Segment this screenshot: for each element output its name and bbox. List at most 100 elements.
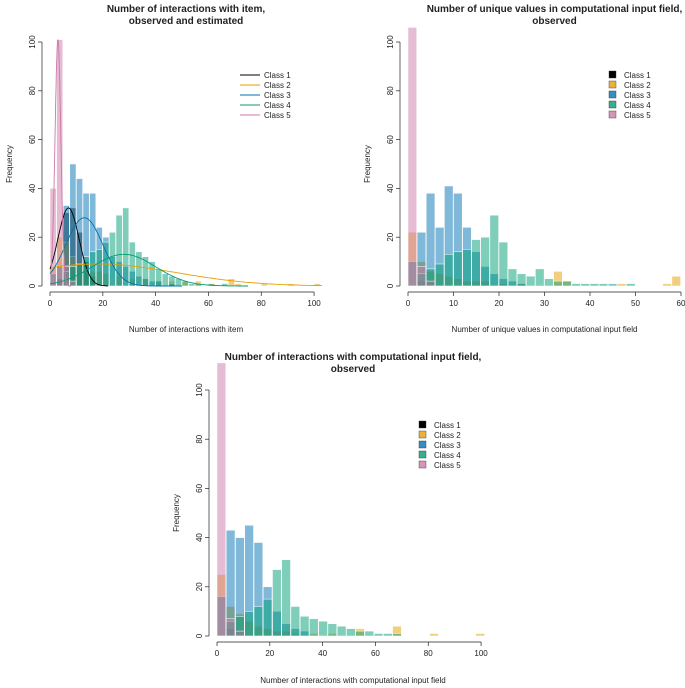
- bar-class-4: [453, 251, 463, 287]
- bar-class-4: [498, 241, 508, 287]
- chart-1: Number of interactions with item,observe…: [5, 4, 322, 334]
- density-curve-class-1: [49, 207, 109, 287]
- y-axis-label: Frequency: [172, 494, 181, 532]
- density-curve-class-4: [49, 253, 249, 287]
- bar-class-4: [318, 620, 328, 637]
- y-tick-label: 40: [195, 533, 204, 542]
- legend-entry: Class 5: [434, 461, 461, 470]
- chart-title-line: Number of unique values in computational…: [427, 4, 683, 15]
- y-tick-label: 20: [386, 232, 395, 241]
- y-axis-label: Frequency: [363, 145, 372, 183]
- bar-class-4: [155, 268, 163, 287]
- chart-title-line: Number of interactions with item,: [107, 4, 266, 15]
- x-tick-label: 0: [406, 299, 411, 308]
- chart-title-line: Number of interactions with computationa…: [225, 352, 482, 363]
- bar-class-4: [272, 569, 282, 637]
- bar-class-4: [580, 283, 590, 287]
- bar-class-2: [671, 275, 681, 287]
- bar-class-4: [373, 633, 384, 637]
- chart-title-line: observed: [331, 364, 375, 375]
- legend-box-swatch: [608, 70, 617, 79]
- legend-entry: Class 1: [264, 71, 291, 80]
- bar-class-4: [364, 630, 374, 637]
- y-tick-label: 60: [195, 483, 204, 492]
- bar-class-4: [262, 598, 273, 637]
- x-tick-label: 20: [98, 299, 107, 308]
- bar-class-5: [62, 266, 70, 287]
- bar-class-4: [346, 628, 356, 637]
- bar-class-4: [480, 236, 490, 287]
- bar-class-4: [281, 559, 291, 637]
- bar-class-4: [115, 214, 123, 287]
- legend-box-swatch: [418, 450, 427, 459]
- x-tick-label: 60: [371, 649, 380, 658]
- x-tick-label: 0: [48, 299, 53, 308]
- x-axis-label: Number of interactions with computationa…: [260, 676, 445, 685]
- legend-entry: Class 2: [434, 431, 461, 440]
- legend-entry: Class 4: [434, 451, 461, 460]
- x-tick-label: 80: [257, 299, 266, 308]
- bar-class-4: [309, 618, 319, 637]
- y-axis: 0 20 40 60 80 100: [195, 383, 210, 638]
- bar-class-4: [598, 283, 609, 287]
- y-tick-label: 80: [386, 86, 395, 95]
- legend-entry: Class 5: [264, 111, 291, 120]
- density-curve-class-3: [49, 217, 182, 287]
- y-tick-label: 100: [195, 383, 204, 397]
- chart-3: Number of interactions with computationa…: [172, 352, 488, 685]
- legend-entry: Class 1: [624, 71, 651, 80]
- x-tick-label: 30: [540, 299, 549, 308]
- legend-box-swatch: [418, 440, 427, 449]
- x-axis-label: Number of unique values in computational…: [452, 325, 638, 334]
- y-tick-label: 0: [386, 283, 395, 288]
- bar-class-5: [416, 266, 427, 287]
- bar-class-4: [327, 623, 337, 637]
- legend-entry: Class 3: [624, 91, 651, 100]
- legend-box-swatch: [608, 100, 617, 109]
- x-axis-label: Number of interactions with item: [129, 325, 244, 334]
- bar-class-4: [544, 278, 554, 287]
- y-axis: 0 20 40 60 80 100: [28, 35, 43, 288]
- legend-entry: Class 4: [264, 101, 291, 110]
- bar-class-4: [444, 254, 454, 287]
- bar-class-5: [56, 39, 64, 287]
- x-tick-label: 80: [424, 649, 433, 658]
- bar-class-4: [253, 606, 264, 637]
- y-tick-label: 60: [28, 135, 37, 144]
- density-curve-class-5: [50, 39, 72, 287]
- bar-class-5: [216, 362, 227, 637]
- bar-class-4: [128, 241, 136, 287]
- bar-class-4: [571, 283, 581, 287]
- bar-class-4: [392, 633, 402, 637]
- bar-class-4: [82, 256, 90, 287]
- x-tick-label: 0: [215, 649, 220, 658]
- legend-entry: Class 2: [264, 81, 291, 90]
- chart-title-line: observed and estimated: [129, 16, 243, 27]
- x-tick-label: 40: [318, 649, 327, 658]
- bar-class-5: [225, 618, 236, 637]
- legend-box-swatch: [418, 460, 427, 469]
- bar-class-4: [589, 283, 599, 287]
- y-axis: 0 20 40 60 80 100: [386, 35, 401, 288]
- bar-class-4: [435, 263, 445, 287]
- legend-box-swatch: [418, 420, 427, 429]
- bar-class-5: [235, 630, 245, 637]
- bar-class-2: [429, 633, 439, 637]
- bar-class-4: [516, 273, 527, 287]
- bar-class-5: [425, 280, 436, 287]
- legend-entry: Class 1: [434, 421, 461, 430]
- legend-entry: Class 2: [624, 81, 651, 90]
- bar-class-5: [407, 27, 417, 287]
- x-tick-label: 40: [151, 299, 160, 308]
- bar-class-4: [471, 239, 481, 287]
- x-tick-label: 20: [265, 649, 274, 658]
- x-axis: 0 10 20 30 40 50 60: [406, 291, 685, 308]
- bar-class-4: [161, 273, 169, 287]
- y-tick-label: 100: [386, 35, 395, 49]
- bar-class-4: [526, 275, 536, 287]
- x-tick-label: 20: [495, 299, 504, 308]
- y-tick-label: 40: [386, 183, 395, 192]
- y-tick-label: 60: [386, 135, 395, 144]
- x-axis: 0 20 40 60 80 100: [48, 291, 321, 308]
